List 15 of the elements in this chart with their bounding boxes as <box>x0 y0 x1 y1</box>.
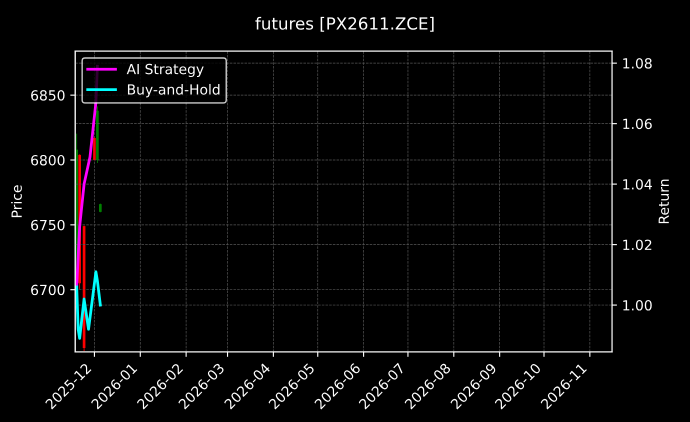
y2-tick-label: 1.00 <box>623 300 652 311</box>
y2-tick-label: 1.06 <box>623 118 652 130</box>
y-axis-title: Price <box>11 185 22 218</box>
y-tick-label: 6800 <box>31 154 65 166</box>
y2-axis-title: Return <box>658 180 669 224</box>
y-tick-label: 6700 <box>31 284 65 296</box>
y2-tick-label: 1.08 <box>623 58 652 69</box>
y-tick-label: 6850 <box>31 90 65 101</box>
y2-tick-label: 1.04 <box>623 179 652 190</box>
legend-label: Buy-and-Hold <box>128 84 220 98</box>
legend-label: AI Strategy <box>126 64 204 78</box>
y-tick-label: 6750 <box>31 220 65 230</box>
line-series <box>75 270 102 340</box>
y2-tick-label: 1.02 <box>623 240 652 250</box>
chart-title: futures [PX2611.ZCE] <box>255 16 434 32</box>
